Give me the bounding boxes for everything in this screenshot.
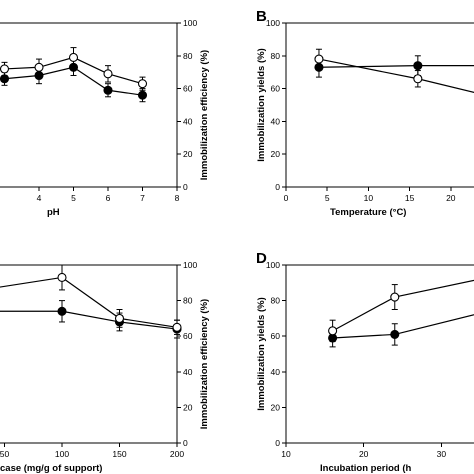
x-axis-title: pH bbox=[47, 207, 60, 218]
data-point-open-circle bbox=[314, 54, 324, 64]
x-axis-title: Temperature (°C) bbox=[330, 207, 406, 218]
y-tick-label: 80 bbox=[183, 51, 193, 61]
series-line-filled-circle bbox=[318, 65, 474, 68]
chart-panel-d: 0 20 40 60 80 100 Immobilization yields (%) 10 2… bbox=[256, 250, 474, 474]
x-tick-label: 100 bbox=[55, 449, 69, 459]
y-tick-label: 60 bbox=[271, 84, 281, 94]
data-point-open-circle bbox=[172, 322, 182, 332]
y-tick-label: 40 bbox=[271, 116, 281, 126]
y-axis-title: Immobilization yields (%) bbox=[256, 48, 267, 162]
data-point-filled-circle bbox=[137, 90, 148, 100]
x-tick-label: 4 bbox=[37, 193, 42, 203]
panel-label: D bbox=[256, 250, 267, 267]
x-tick-label: 10 bbox=[364, 193, 374, 203]
x-tick-label: 150 bbox=[112, 449, 126, 459]
y-tick-label: 20 bbox=[183, 402, 193, 412]
y-tick-label: 0 bbox=[275, 438, 280, 448]
data-point-open-circle bbox=[103, 69, 113, 79]
x-tick-label: 8 bbox=[175, 193, 180, 203]
data-point-open-circle bbox=[34, 62, 44, 72]
data-point-open-circle bbox=[390, 292, 400, 302]
chart-panel-b: 0 20 40 60 80 100 Immobilization yields (%) 0 5 1… bbox=[256, 8, 474, 218]
x-tick-label: 15 bbox=[405, 193, 415, 203]
y-axis-title: Immobilization yields (%) bbox=[256, 297, 267, 411]
x-tick-label: 10 bbox=[281, 449, 291, 459]
y-tick-label: 20 bbox=[271, 402, 281, 412]
y-tick-label: 100 bbox=[266, 260, 280, 270]
data-point-filled-circle bbox=[390, 329, 400, 339]
y-tick-label: 40 bbox=[271, 367, 281, 377]
x-tick-label: 7 bbox=[140, 193, 145, 203]
x-axis-title: Incubation period (h bbox=[320, 463, 411, 474]
data-point-filled-circle bbox=[413, 61, 423, 71]
data-point-open-circle bbox=[114, 313, 125, 323]
y-tick-label: 20 bbox=[271, 149, 281, 159]
data-point-open-circle bbox=[413, 74, 423, 84]
x-axis-title: case (mg/g of support) bbox=[0, 463, 102, 474]
data-point-filled-circle bbox=[103, 85, 113, 95]
data-point-open-circle bbox=[328, 326, 338, 336]
y-tick-label: 80 bbox=[271, 51, 281, 61]
y-axis-title: Immobilization efficiency (%) bbox=[199, 50, 210, 180]
y-tick-label: 80 bbox=[271, 296, 281, 306]
y-tick-label: 60 bbox=[183, 84, 193, 94]
chart-panel-a: 0 20 40 60 80 100 Immobilization efficiency (%… bbox=[0, 18, 210, 218]
series-line-open-circle bbox=[0, 276, 178, 328]
data-point-open-circle bbox=[57, 272, 67, 283]
x-tick-label: 6 bbox=[106, 193, 111, 203]
y-tick-label: 40 bbox=[183, 367, 193, 377]
y-tick-label: 0 bbox=[275, 182, 280, 192]
data-point-filled-circle bbox=[57, 306, 67, 316]
x-tick-label: 50 bbox=[0, 449, 9, 459]
y-tick-label: 60 bbox=[183, 331, 193, 341]
data-point-open-circle bbox=[0, 64, 10, 74]
x-tick-label: 20 bbox=[359, 449, 369, 459]
x-tick-label: 20 bbox=[446, 193, 456, 203]
y-axis-title: Immobilization efficiency (%) bbox=[199, 299, 210, 429]
series-line-filled-circle bbox=[332, 314, 474, 339]
series-line-open-circle bbox=[332, 279, 474, 332]
y-tick-label: 40 bbox=[183, 116, 193, 126]
y-tick-label: 100 bbox=[266, 18, 280, 28]
x-tick-label: 5 bbox=[71, 193, 76, 203]
data-point-open-circle bbox=[68, 52, 79, 62]
y-tick-label: 80 bbox=[183, 296, 193, 306]
panel-label: B bbox=[256, 8, 267, 25]
data-point-open-circle bbox=[137, 79, 148, 89]
y-tick-label: 100 bbox=[183, 260, 197, 270]
y-tick-label: 20 bbox=[183, 149, 193, 159]
x-tick-label: 30 bbox=[437, 449, 447, 459]
series-line-open-circle bbox=[318, 58, 474, 94]
series-line-filled-circle bbox=[0, 310, 178, 330]
x-tick-label: 5 bbox=[325, 193, 330, 203]
x-tick-label: 200 bbox=[170, 449, 184, 459]
y-tick-label: 60 bbox=[271, 331, 281, 341]
y-tick-label: 0 bbox=[183, 438, 188, 448]
y-tick-label: 0 bbox=[183, 182, 188, 192]
x-tick-label: 0 bbox=[284, 193, 289, 203]
y-tick-label: 100 bbox=[183, 18, 197, 28]
chart-panel-c: 0 20 40 60 80 100 Immobilization efficiency (%… bbox=[0, 260, 210, 474]
